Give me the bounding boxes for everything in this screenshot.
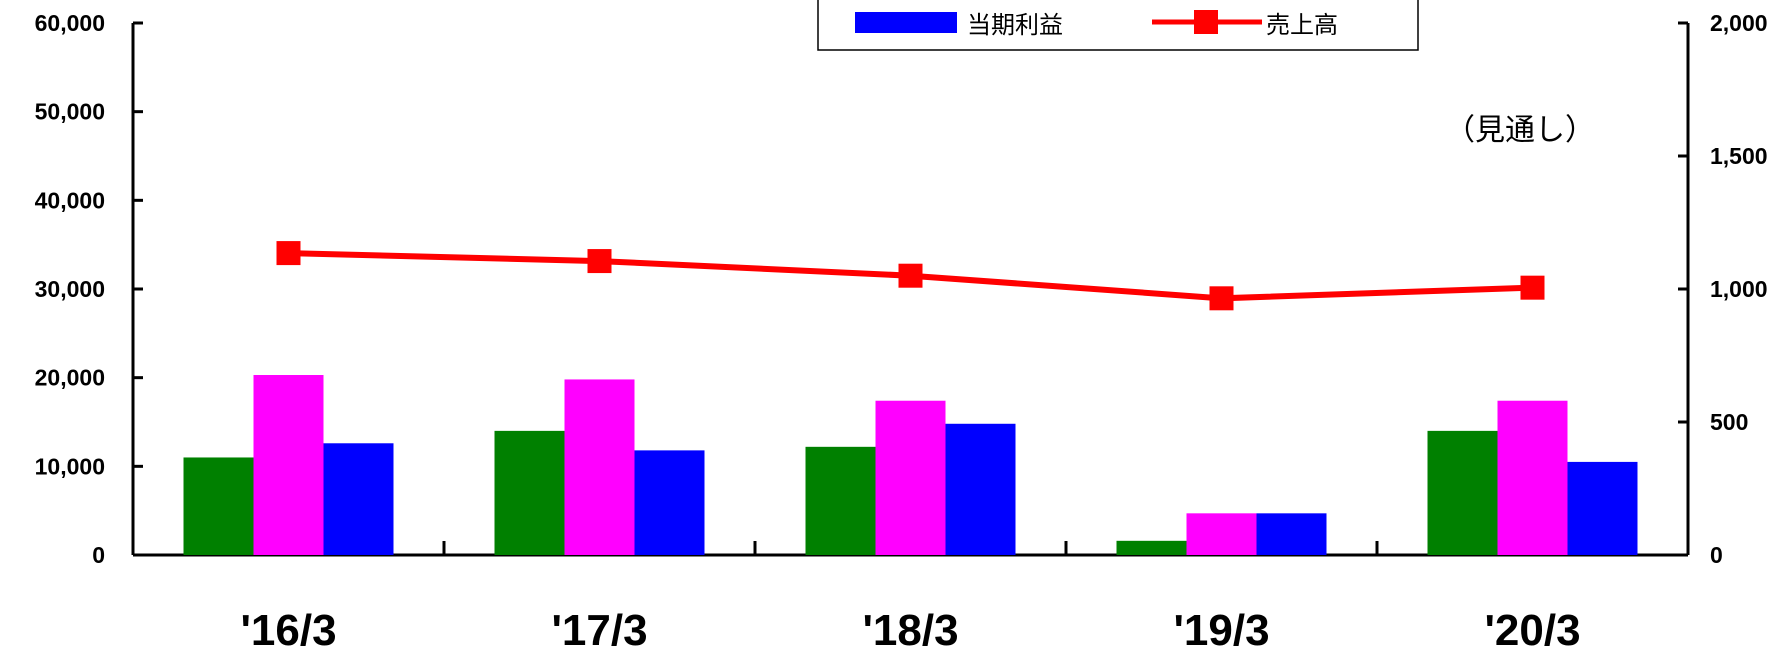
bar-series-2: [564, 379, 635, 555]
x-category-label: '17/3: [551, 606, 647, 646]
bar-series-1: [1427, 430, 1498, 555]
x-category-label: '20/3: [1484, 606, 1580, 646]
y-right-tick-label: 1,500: [1710, 143, 1768, 169]
legend-label-profit: 当期利益: [967, 11, 1063, 39]
labels-layer: 0 10,000 20,000 30,000 40,000 50,000 60,000 0 50…: [35, 10, 1768, 646]
bar-series-1: [805, 446, 876, 555]
bars-layer: [183, 375, 1638, 555]
y-left-tick-label: 50,000: [35, 99, 105, 125]
y-right-tick-label: 500: [1710, 409, 1748, 435]
bar-series-1: [183, 457, 254, 555]
legend-swatch-profit: [855, 12, 957, 33]
sales-marker: [898, 263, 923, 288]
bar-series-3: [323, 443, 394, 555]
x-category-label: '16/3: [240, 606, 336, 646]
bar-series-1: [494, 430, 565, 555]
sales-marker: [276, 241, 301, 266]
y-left-tick-label: 30,000: [35, 276, 105, 302]
y-left-tick-label: 10,000: [35, 453, 105, 479]
bar-series-3: [1256, 513, 1327, 555]
bar-series-3: [1567, 461, 1638, 555]
y-right-tick-label: 1,000: [1710, 276, 1768, 302]
sales-marker: [1520, 275, 1545, 300]
bar-series-2: [1186, 513, 1257, 555]
bar-series-2: [1497, 400, 1568, 555]
sales-marker: [587, 249, 612, 274]
sales-marker: [1209, 286, 1234, 311]
y-left-tick-label: 20,000: [35, 365, 105, 391]
bar-series-2: [253, 375, 324, 555]
y-left-tick-label: 60,000: [35, 10, 105, 36]
legend-label-sales: 売上高: [1266, 11, 1338, 39]
line-layer: [276, 241, 1545, 311]
bar-series-1: [1116, 540, 1187, 555]
bar-series-3: [945, 423, 1016, 555]
y-left-tick-label: 40,000: [35, 187, 105, 213]
bar-series-3: [634, 450, 705, 555]
forecast-annotation: （見通し）: [1445, 113, 1595, 148]
legend: 当期利益 売上高: [817, 0, 1419, 51]
legend-swatch-sales-marker: [1194, 10, 1218, 34]
y-right-tick-label: 0: [1710, 542, 1723, 568]
x-category-label: '19/3: [1173, 606, 1269, 646]
x-category-label: '18/3: [862, 606, 958, 646]
y-right-tick-label: 2,000: [1710, 10, 1768, 36]
bar-series-2: [875, 400, 946, 555]
y-left-tick-label: 0: [92, 542, 105, 568]
